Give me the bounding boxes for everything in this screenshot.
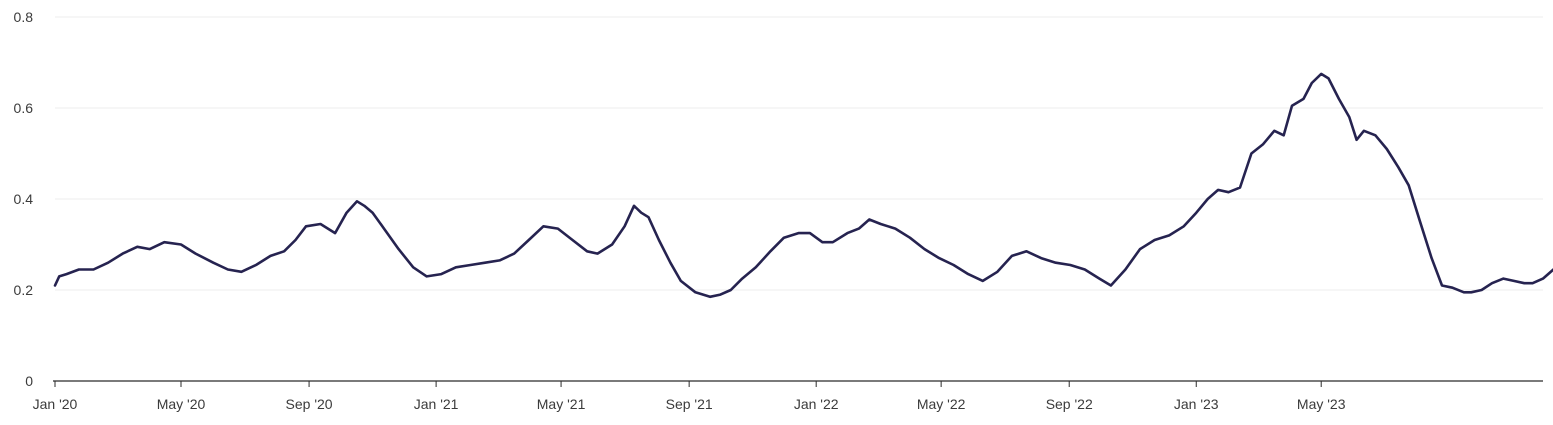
x-tick-label: May '20 bbox=[157, 396, 206, 412]
y-axis-ticks: 0 0.2 0.4 0.6 0.8 bbox=[14, 9, 34, 389]
x-tick-label: Sep '22 bbox=[1046, 396, 1093, 412]
x-axis-ticks: Jan '20 May '20 Sep '20 Jan '21 May '21 Sep '… bbox=[33, 381, 1346, 412]
y-tick-label: 0.2 bbox=[14, 282, 34, 298]
x-tick-label: May '22 bbox=[917, 396, 966, 412]
y-tick-label: 0 bbox=[25, 373, 33, 389]
series-layer bbox=[53, 72, 1553, 299]
x-tick-label: Sep '20 bbox=[286, 396, 333, 412]
x-tick-label: May '21 bbox=[537, 396, 586, 412]
y-tick-label: 0.4 bbox=[14, 191, 34, 207]
x-tick-label: Jan '22 bbox=[794, 396, 839, 412]
x-tick-label: Sep '21 bbox=[666, 396, 713, 412]
y-tick-label: 0.8 bbox=[14, 9, 34, 25]
x-tick-label: May '23 bbox=[1297, 396, 1346, 412]
x-tick-label: Jan '23 bbox=[1174, 396, 1219, 412]
gridlines bbox=[55, 16, 1543, 291]
x-tick-label: Jan '20 bbox=[33, 396, 78, 412]
y-tick-label: 0.6 bbox=[14, 100, 34, 116]
x-tick-label: Jan '21 bbox=[414, 396, 459, 412]
series-line bbox=[53, 72, 1553, 299]
